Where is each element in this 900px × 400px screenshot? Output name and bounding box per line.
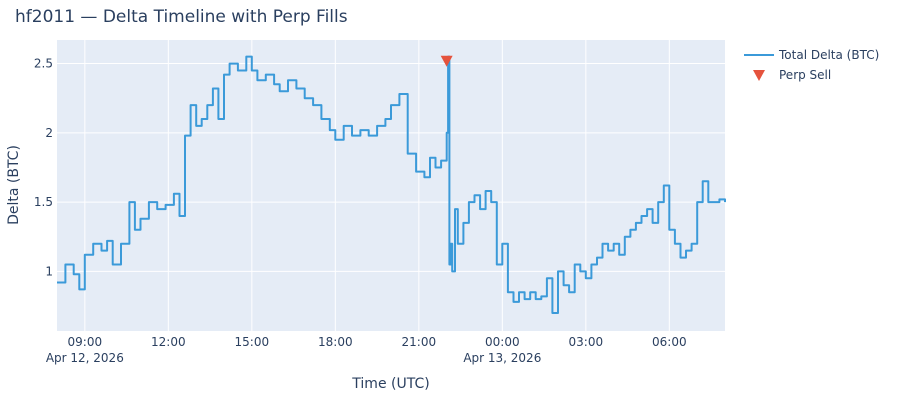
x-tick-date: Apr 13, 2026 — [463, 351, 541, 365]
y-axis-ticks: 1 1.5 2 2.5 — [34, 57, 53, 279]
y-tick-label: 1.5 — [34, 195, 53, 209]
legend-item[interactable]: Total Delta (BTC) — [744, 48, 879, 62]
perp-sell-marker — [440, 55, 453, 67]
x-tick-label: 21:00 — [402, 335, 437, 349]
legend-label: Perp Sell — [779, 68, 831, 82]
y-tick-label: 1 — [45, 264, 53, 278]
chart-title: hf2011 — Delta Timeline with Perp Fills — [15, 7, 348, 27]
legend-triangle-swatch — [753, 70, 765, 81]
series-layer — [57, 55, 726, 314]
y-tick-label: 2.5 — [34, 57, 53, 71]
x-axis-ticks: 09:00 Apr 12, 2026 12:00 15:00 18:00 21:00 00:… — [46, 335, 687, 365]
x-tick-label: 03:00 — [569, 335, 604, 349]
x-tick-label: 12:00 — [151, 335, 186, 349]
x-axis-title: Time (UTC) — [351, 376, 429, 392]
x-tick-label: 06:00 — [652, 335, 687, 349]
x-tick-label: 09:00 — [68, 335, 103, 349]
total-delta-line — [57, 55, 726, 314]
x-tick-label: 15:00 — [235, 335, 270, 349]
x-tick-label: 18:00 — [318, 335, 353, 349]
x-tick-date: Apr 12, 2026 — [46, 351, 124, 365]
x-tick-label: 00:00 — [485, 335, 520, 349]
legend-item[interactable]: Perp Sell — [753, 68, 831, 82]
plot-area — [57, 40, 725, 331]
legend-label: Total Delta (BTC) — [778, 48, 879, 62]
y-tick-label: 2 — [45, 126, 53, 140]
y-axis-title: Delta (BTC) — [6, 145, 22, 225]
legend[interactable]: Total Delta (BTC) Perp Sell — [744, 48, 879, 82]
gridlines — [57, 40, 725, 331]
